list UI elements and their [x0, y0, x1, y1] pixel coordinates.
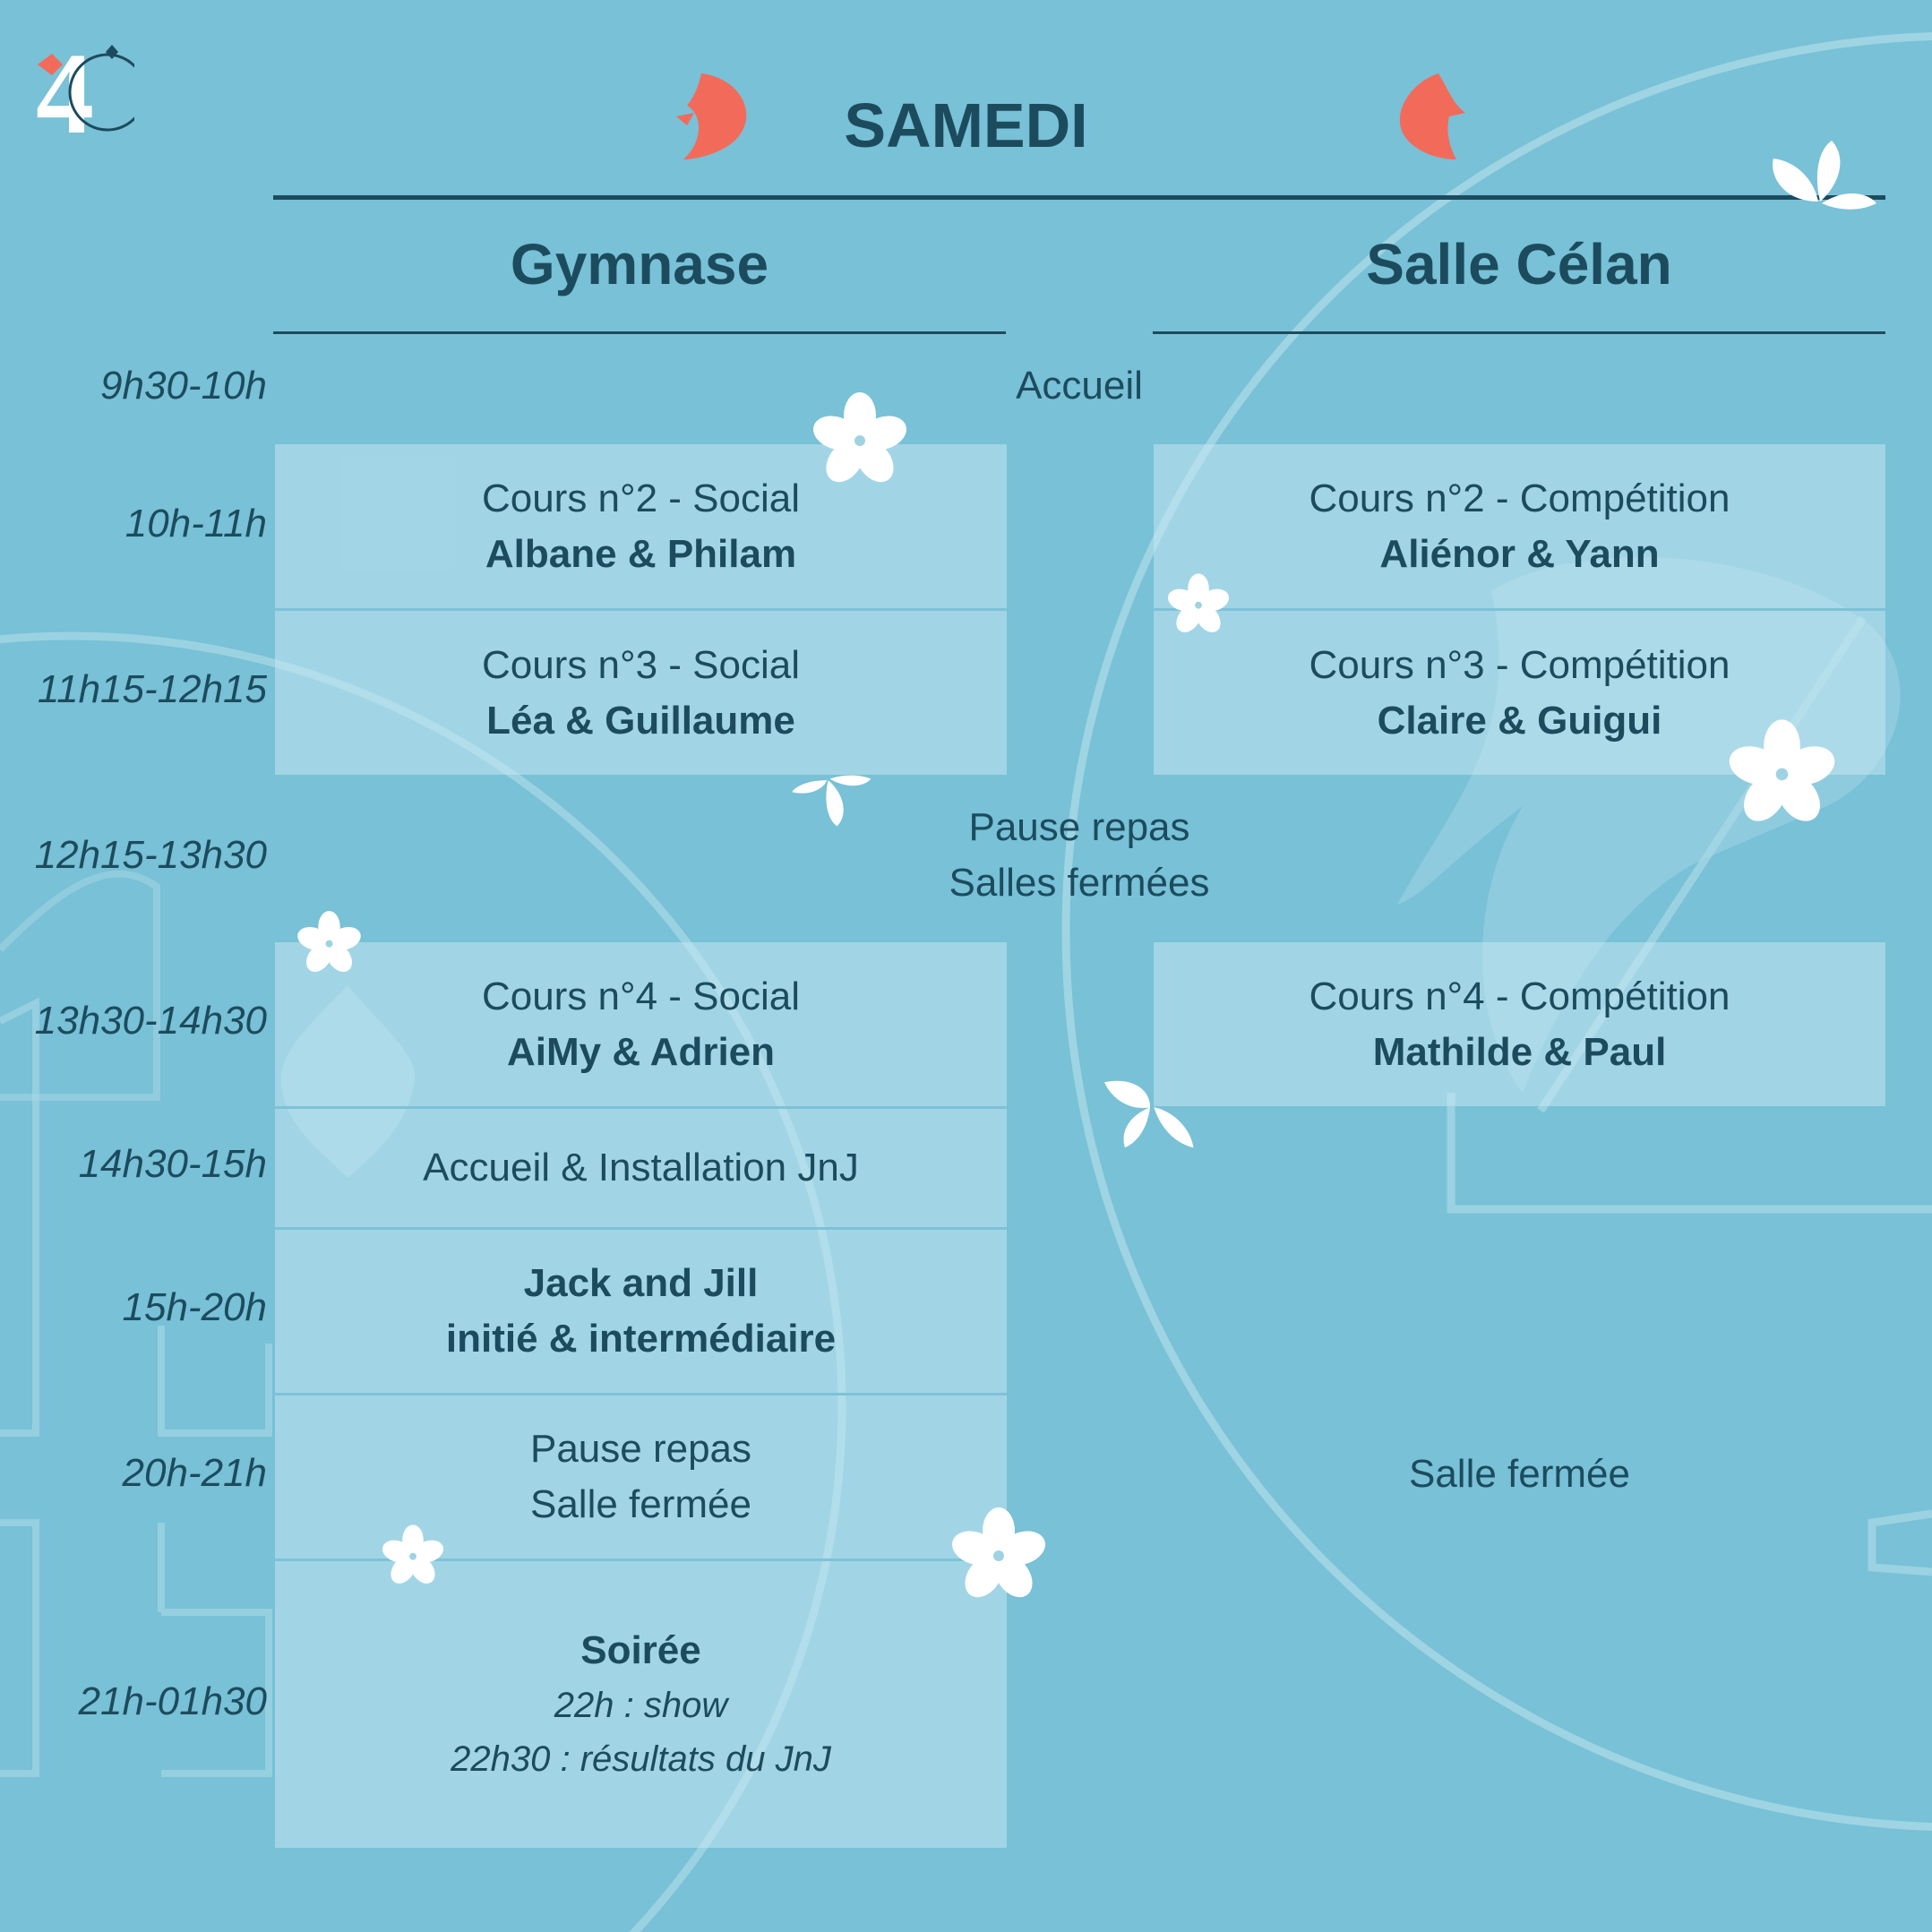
flower-icon: [952, 1507, 1045, 1598]
setup-text: Accueil & Installation JnJ: [423, 1146, 859, 1189]
course-teachers: Claire & Guigui: [1377, 698, 1662, 743]
gymnase-course-4: Cours n°4 - Social AiMy & Adrien: [275, 942, 1007, 1106]
row-separator: [275, 1227, 1007, 1230]
welcome-text: Accueil: [1016, 364, 1143, 408]
course-teachers: Léa & Guillaume: [486, 698, 795, 743]
celan-course-3: Cours n°3 - Compétition Claire & Guigui: [1154, 611, 1885, 775]
room-header-gymnase: Gymnase: [510, 232, 769, 296]
row-separator: [275, 1106, 1007, 1109]
petal-icon: [676, 70, 757, 168]
page-title: SAMEDI: [844, 90, 1088, 160]
jnj-title: Jack and Jill: [523, 1261, 759, 1305]
flower-icon: [813, 392, 906, 483]
celan-closed: Salle fermée: [1408, 1452, 1630, 1496]
gymnase-soiree: Soirée 22h : show 22h30 : résultats du J…: [275, 1561, 1007, 1848]
flower-icon: [1773, 141, 1876, 210]
time-label: 9h30-10h: [100, 364, 267, 408]
celan-course-4: Cours n°4 - Compétition Mathilde & Paul: [1154, 942, 1885, 1106]
row-separator: [275, 1558, 1007, 1561]
course-title: Cours n°4 - Social: [481, 974, 801, 1018]
flower-icon: [792, 775, 872, 827]
petal-icon: [1387, 70, 1467, 168]
soiree-show: 22h : show: [554, 1686, 728, 1725]
gymnase-jack-and-jill: Jack and Jill initié & intermédiaire: [275, 1230, 1007, 1393]
time-label: 14h30-15h: [78, 1142, 267, 1186]
time-label: 21h-01h30: [78, 1679, 267, 1723]
course-title: Cours n°2 - Compétition: [1309, 476, 1730, 520]
svg-text:4: 4: [36, 30, 94, 143]
row-separator: [275, 1393, 1007, 1395]
row-separator: [1154, 608, 1885, 611]
time-label: 15h-20h: [122, 1285, 267, 1329]
course-title: Cours n°3 - Compétition: [1309, 642, 1730, 687]
course-teachers: AiMy & Adrien: [506, 1029, 776, 1074]
gymnase-divider: [273, 331, 1006, 334]
dinner-note: Salle fermée: [529, 1482, 751, 1526]
flower-icon: [297, 911, 361, 972]
time-label: 12h15-13h30: [34, 833, 267, 877]
soiree-results: 22h30 : résultats du JnJ: [451, 1739, 831, 1779]
title-divider: [273, 195, 1885, 200]
flower-icon: [1167, 573, 1230, 632]
time-label: 10h-11h: [125, 502, 267, 545]
course-title: Cours n°3 - Social: [481, 642, 801, 687]
course-teachers: Aliénor & Yann: [1379, 531, 1660, 576]
celan-divider: [1153, 331, 1885, 334]
flower-icon: [1104, 1080, 1194, 1148]
time-label: 20h-21h: [122, 1451, 267, 1495]
jnj-levels: initié & intermédiaire: [445, 1317, 837, 1361]
gymnase-jnj-setup: Accueil & Installation JnJ: [275, 1109, 1007, 1227]
time-label: 13h30-14h30: [34, 999, 267, 1043]
dinner-title: Pause repas: [529, 1427, 752, 1471]
course-teachers: Mathilde & Paul: [1372, 1029, 1667, 1074]
lunch-break-title: Pause repas: [968, 805, 1190, 849]
soiree-title: Soirée: [580, 1628, 701, 1672]
celan-course-2: Cours n°2 - Compétition Aliénor & Yann: [1154, 444, 1885, 608]
course-title: Cours n°2 - Social: [481, 476, 801, 520]
logo-4-icon: 4: [27, 18, 147, 159]
course-title: Cours n°4 - Compétition: [1309, 974, 1730, 1018]
room-header-celan: Salle Célan: [1366, 232, 1672, 296]
time-label: 11h15-12h15: [37, 667, 267, 711]
gymnase-course-3: Cours n°3 - Social Léa & Guillaume: [275, 611, 1007, 775]
gymnase-dinner-break: Pause repas Salle fermée: [275, 1395, 1007, 1558]
lunch-break: Pause repas Salles fermées: [878, 800, 1281, 911]
flower-icon: [382, 1524, 444, 1584]
flower-icon: [1729, 719, 1835, 821]
lunch-break-note: Salles fermées: [949, 861, 1210, 905]
course-teachers: Albane & Philam: [485, 531, 797, 576]
row-separator: [275, 608, 1007, 611]
